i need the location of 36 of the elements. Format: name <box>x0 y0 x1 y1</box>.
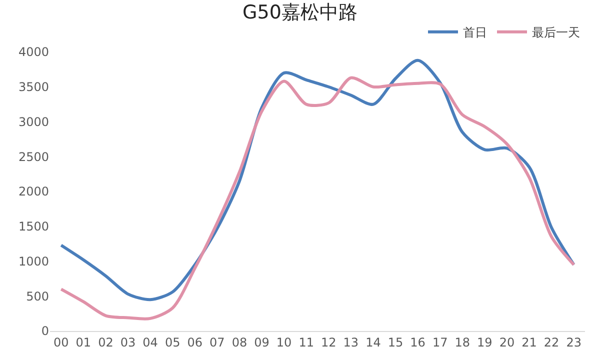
y-tick-label: 1000 <box>18 254 49 268</box>
y-tick-label: 500 <box>26 289 49 304</box>
y-tick-label: 3000 <box>18 114 49 129</box>
x-tick-label: 08 <box>232 335 248 350</box>
x-tick-label: 06 <box>187 335 203 350</box>
x-tick-label: 11 <box>298 335 314 350</box>
x-tick-label: 18 <box>454 335 470 350</box>
x-tick-label: 21 <box>522 335 537 350</box>
x-tick-label: 12 <box>321 335 336 350</box>
y-tick-label: 2500 <box>18 150 49 164</box>
legend-label: 最后一天 <box>532 26 580 40</box>
x-tick-label: 14 <box>366 335 381 350</box>
y-tick-label: 0 <box>41 324 49 338</box>
x-tick-label: 16 <box>410 335 426 350</box>
chart-title: G50嘉松中路 <box>242 2 358 24</box>
x-tick-label: 04 <box>142 335 158 350</box>
x-tick-label: 01 <box>76 335 92 350</box>
x-tick-label: 19 <box>477 335 492 350</box>
x-tick-label: 07 <box>210 335 225 350</box>
x-tick-label: 09 <box>254 335 270 350</box>
x-tick-label: 23 <box>566 335 582 350</box>
x-tick-label: 13 <box>343 335 359 350</box>
x-tick-label: 15 <box>388 335 404 350</box>
x-tick-label: 02 <box>98 335 114 350</box>
legend-label: 首日 <box>463 26 487 40</box>
x-tick-label: 22 <box>544 335 560 350</box>
x-tick-label: 05 <box>164 335 180 350</box>
y-tick-label: 4000 <box>18 45 49 60</box>
x-tick-label: 10 <box>276 335 292 350</box>
x-tick-label: 03 <box>120 335 136 350</box>
x-tick-label: 00 <box>54 335 69 350</box>
y-tick-label: 1500 <box>18 220 49 234</box>
x-tick-label: 17 <box>432 335 448 350</box>
y-tick-label: 3500 <box>18 80 49 94</box>
y-tick-label: 2000 <box>18 184 49 199</box>
x-tick-label: 20 <box>499 335 515 350</box>
